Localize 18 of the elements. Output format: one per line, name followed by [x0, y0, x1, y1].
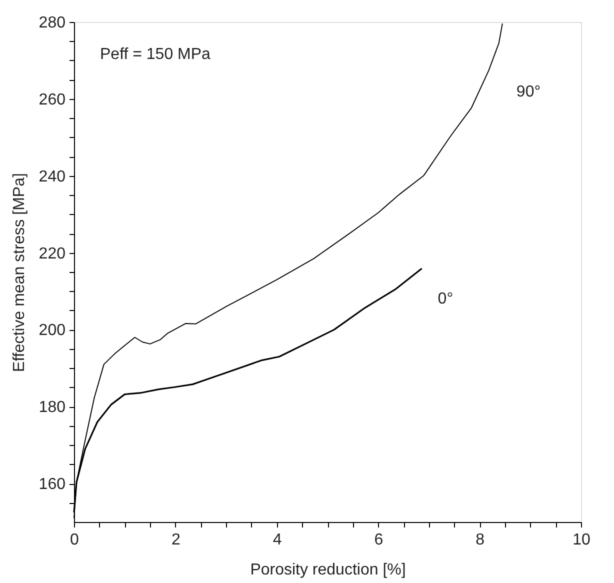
annotation: Peff = 150 MPa	[100, 46, 211, 63]
y-tick-label: 220	[38, 245, 66, 262]
y-tick-label: 240	[38, 168, 66, 186]
x-tick-label: 4	[272, 532, 282, 548]
y-axis-title: Effective mean stress [MPa]	[10, 173, 28, 372]
x-tick-label: 10	[572, 532, 590, 548]
x-tick-label: 6	[374, 532, 384, 548]
x-tick-label: 0	[70, 532, 80, 548]
y-tick-label: 200	[38, 322, 66, 340]
y-tick-label: 280	[38, 14, 66, 32]
x-axis-title: Porosity reduction [%]	[250, 562, 406, 578]
series-label: 0°	[438, 290, 454, 308]
x-tick-label: 2	[171, 532, 180, 548]
y-tick-label: 260	[38, 91, 66, 108]
y-tick-label: 180	[38, 399, 66, 416]
x-tick-label: 8	[476, 532, 485, 548]
y-tick-label: 160	[38, 476, 66, 494]
series-label: 90°	[516, 84, 541, 101]
